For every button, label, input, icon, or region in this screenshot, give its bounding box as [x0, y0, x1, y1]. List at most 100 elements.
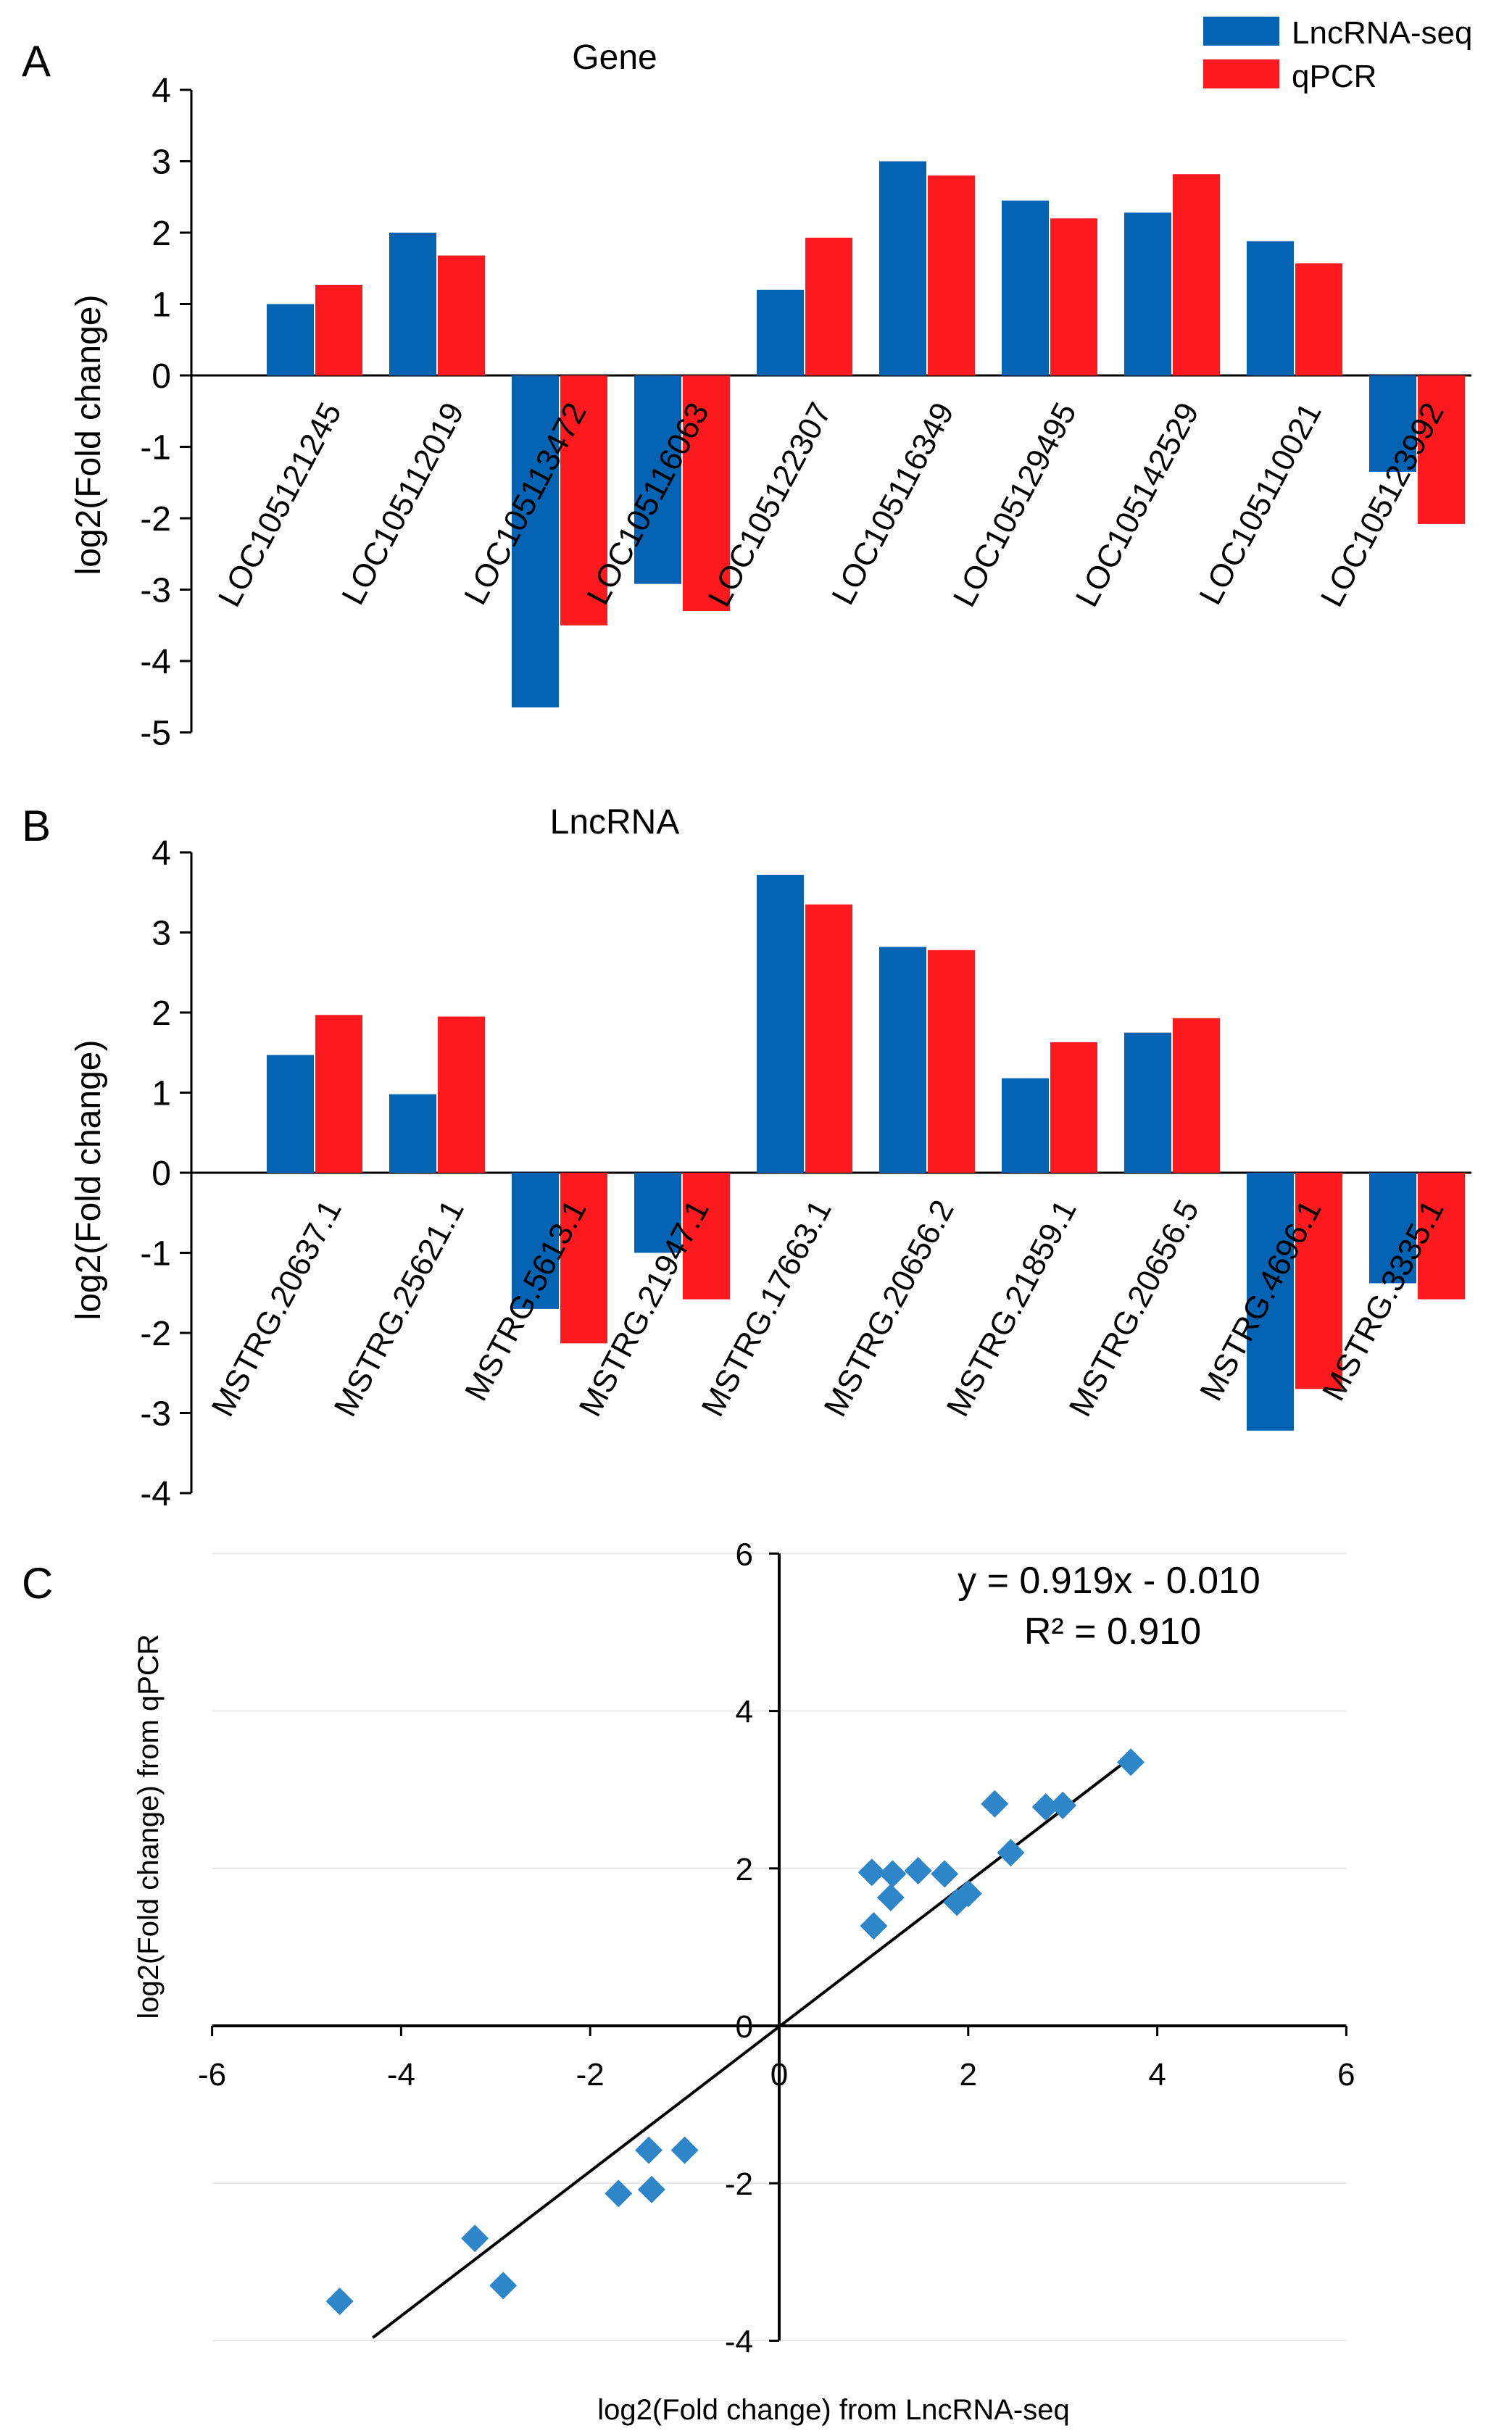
category-label: MSTRG.25621.1	[328, 1194, 471, 1423]
scatter-point	[981, 1790, 1009, 1818]
bar-lncrna-seq	[267, 1055, 314, 1173]
legend-swatch-lncrna-seq	[1203, 17, 1279, 46]
y-tick-label: 4	[151, 72, 171, 110]
y-tick-label: -2	[140, 500, 171, 539]
bar-qpcr	[315, 284, 362, 375]
category-label: LOC105116349	[825, 397, 961, 610]
category-label: MSTRG.20656.5	[1063, 1194, 1206, 1423]
x-tick-label: 6	[1337, 2057, 1355, 2093]
bar-qpcr	[1295, 263, 1342, 375]
y-tick-label: 0	[151, 357, 171, 396]
bar-qpcr	[928, 949, 975, 1173]
bar-qpcr	[1173, 174, 1220, 376]
bar-lncrna-seq	[389, 233, 436, 375]
bar-lncrna-seq	[879, 161, 926, 375]
category-label: MSTRG.20637.1	[205, 1194, 349, 1423]
bar-qpcr	[1418, 1173, 1465, 1300]
chart-b-y-axis-label: log2(Fold change)	[70, 1040, 108, 1321]
lncrna-bar-chart: LncRNA log2(Fold change) 4 3 2 1 0 -1 -2 -3 -4 MS…	[70, 803, 1471, 1513]
bar-lncrna-seq	[634, 375, 681, 584]
bar-qpcr	[560, 375, 607, 626]
legend-label-lncrna-seq: LncRNA-seq	[1292, 15, 1472, 51]
bar-qpcr	[928, 175, 975, 375]
bar-lncrna-seq	[267, 304, 314, 375]
legend: LncRNA-seq qPCR	[1203, 15, 1472, 94]
scatter-point	[931, 1860, 959, 1888]
bar-qpcr	[1418, 375, 1465, 524]
y-tick-label: -3	[140, 572, 171, 610]
bar-lncrna-seq	[1124, 1032, 1171, 1173]
scatter-point	[670, 2136, 699, 2164]
panel-label-c: C	[22, 1559, 53, 1608]
legend-label-qpcr: qPCR	[1292, 59, 1376, 94]
gene-bar-chart: Gene log2(Fold change) 4 3 2 1 0 -1 -2 -3 -4 -5 LO…	[70, 38, 1471, 753]
x-tick-label: -6	[198, 2057, 226, 2093]
chart-b-title: LncRNA	[550, 803, 680, 842]
y-tick-label: 4	[151, 834, 171, 873]
bar-lncrna-seq	[1369, 1173, 1416, 1284]
bar-qpcr	[805, 904, 852, 1173]
y-tick-label: 3	[151, 915, 171, 953]
y-tick-label: 2	[736, 1852, 753, 1887]
scatter-point	[876, 1883, 905, 1911]
scatter-point	[878, 1860, 907, 1888]
y-tick-label: 1	[151, 286, 171, 325]
category-label: MSTRG.20656.2	[818, 1194, 961, 1423]
scatter-point	[1031, 1793, 1060, 1821]
chart-a-y-axis-label: log2(Fold change)	[70, 295, 108, 575]
category-label: LOC105121245	[212, 397, 349, 612]
bar-lncrna-seq	[1247, 241, 1294, 375]
category-label: MSTRG.21859.1	[940, 1194, 1084, 1423]
y-tick-label: -1	[140, 429, 171, 467]
bar-lncrna-seq	[389, 1094, 436, 1173]
bar-qpcr	[805, 237, 852, 375]
y-tick-label: 2	[151, 215, 171, 253]
chart-c-x-axis-label: log2(Fold change) from LncRNA-seq	[597, 2394, 1069, 2426]
y-tick-label: -4	[140, 1475, 171, 1513]
x-tick-label: 2	[960, 2057, 977, 2093]
y-tick-label: 2	[151, 994, 171, 1033]
bar-lncrna-seq	[879, 947, 926, 1173]
y-tick-label: 0	[736, 2009, 753, 2045]
scatter-point	[635, 2136, 663, 2164]
bar-lncrna-seq	[512, 375, 559, 708]
bar-qpcr	[683, 1173, 730, 1300]
scatter-point	[489, 2272, 518, 2300]
chart-a-title: Gene	[572, 38, 657, 77]
bar-qpcr	[1050, 1042, 1097, 1173]
y-tick-label: -2	[140, 1315, 171, 1353]
bar-lncrna-seq	[1124, 212, 1171, 375]
y-tick-label: 3	[151, 144, 171, 182]
x-tick-label: -4	[387, 2057, 415, 2093]
category-label: LOC105110021	[1192, 397, 1329, 610]
scatter-point	[461, 2224, 489, 2253]
r-squared-value: R² = 0.910	[1024, 1611, 1201, 1653]
x-tick-label: 4	[1148, 2057, 1166, 2093]
bar-qpcr	[315, 1015, 362, 1173]
panel-label-b: B	[22, 802, 51, 850]
scatter-point	[1117, 1748, 1145, 1776]
category-label: LOC105129495	[947, 397, 1084, 612]
bar-lncrna-seq	[512, 1173, 559, 1309]
scatter-point	[857, 1858, 886, 1887]
x-tick-label: 0	[770, 2057, 788, 2093]
regression-equation: y = 0.919x - 0.010	[958, 1560, 1260, 1602]
scatter-point	[997, 1839, 1025, 1867]
scatter-point	[860, 1912, 888, 1940]
y-tick-label: -4	[140, 643, 171, 681]
bar-lncrna-seq	[1002, 200, 1049, 375]
y-tick-label: -3	[140, 1395, 171, 1434]
bar-lncrna-seq	[634, 1173, 681, 1253]
bar-qpcr	[1295, 1173, 1342, 1389]
y-tick-label: 0	[151, 1155, 171, 1193]
bar-qpcr	[683, 375, 730, 612]
x-tick-label: -2	[576, 2057, 605, 2093]
y-tick-label: -4	[725, 2324, 753, 2359]
category-label: LOC105112019	[335, 397, 471, 610]
y-tick-label: -1	[140, 1235, 171, 1273]
bar-lncrna-seq	[1247, 1173, 1294, 1431]
legend-swatch-qpcr	[1203, 59, 1279, 88]
y-tick-label: 1	[151, 1075, 171, 1113]
bar-lncrna-seq	[757, 874, 804, 1173]
